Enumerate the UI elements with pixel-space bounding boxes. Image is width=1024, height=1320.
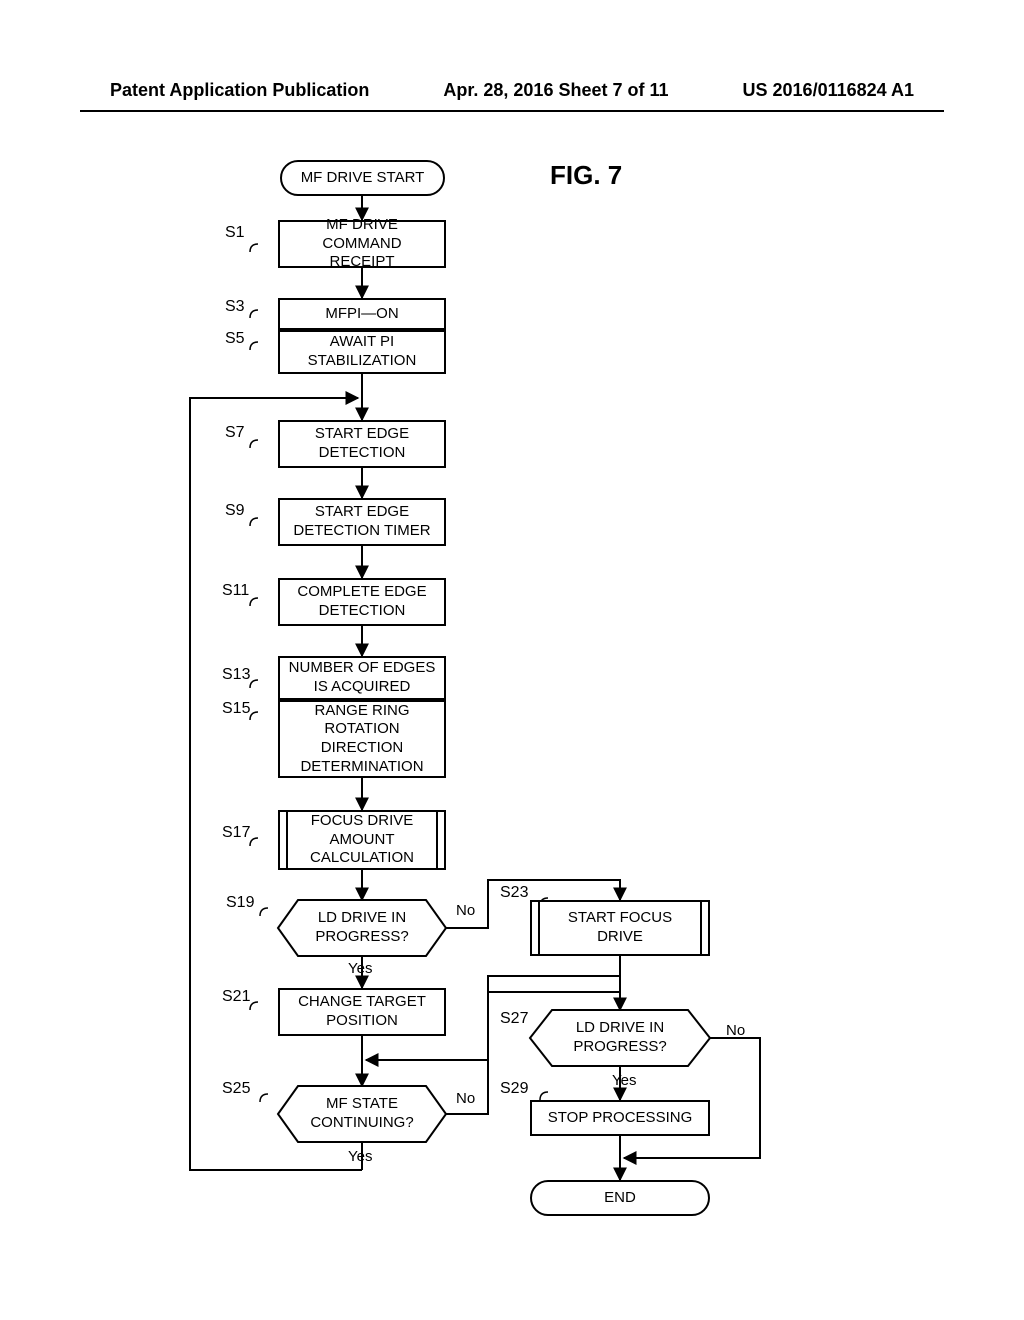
figure-title: FIG. 7 — [550, 160, 622, 191]
start-label: MF DRIVE START — [301, 169, 425, 188]
header-right: US 2016/0116824 A1 — [743, 80, 914, 101]
s27-text: LD DRIVE IN PROGRESS? — [530, 1019, 710, 1057]
header-left: Patent Application Publication — [110, 80, 369, 101]
process-s3: MFPI—ON — [278, 298, 446, 330]
process-s21: CHANGE TARGET POSITION — [278, 988, 446, 1036]
process-s13: NUMBER OF EDGES IS ACQUIRED — [278, 656, 446, 700]
label-s5: S5 — [225, 330, 245, 348]
label-s11: S11 — [222, 582, 249, 600]
s23-text: START FOCUS DRIVE — [548, 909, 692, 947]
s3-text: MFPI—ON — [325, 305, 398, 324]
edge-label-s27-no: No — [726, 1022, 745, 1039]
label-s9: S9 — [225, 502, 245, 520]
s15-text: RANGE RING ROTATION DIRECTION DETERMINAT… — [288, 702, 436, 777]
edge-label-s19-no: No — [456, 902, 475, 919]
process-s1: MF DRIVE COMMAND RECEIPT — [278, 220, 446, 268]
subprocess-s23: START FOCUS DRIVE — [530, 900, 710, 956]
process-s11: COMPLETE EDGE DETECTION — [278, 578, 446, 626]
label-s23: S23 — [500, 884, 528, 902]
s5-text: AWAIT PI STABILIZATION — [288, 333, 436, 371]
process-s7: START EDGE DETECTION — [278, 420, 446, 468]
flowchart-connectors — [0, 0, 1024, 1320]
label-s7: S7 — [225, 424, 245, 442]
subprocess-s17: FOCUS DRIVE AMOUNT CALCULATION — [278, 810, 446, 870]
label-s1: S1 — [225, 224, 245, 242]
label-s19: S19 — [226, 894, 254, 912]
label-s25: S25 — [222, 1080, 250, 1098]
s13-text: NUMBER OF EDGES IS ACQUIRED — [288, 659, 436, 697]
label-s17: S17 — [222, 824, 250, 842]
page-header: Patent Application Publication Apr. 28, … — [0, 80, 1024, 101]
s21-text: CHANGE TARGET POSITION — [288, 993, 436, 1031]
s25-text: MF STATE CONTINUING? — [278, 1095, 446, 1133]
edge-label-s27-yes: Yes — [612, 1072, 636, 1089]
edge-label-s25-yes: Yes — [348, 1148, 372, 1165]
label-s21: S21 — [222, 988, 250, 1006]
label-s13: S13 — [222, 666, 250, 684]
end-label: END — [604, 1189, 636, 1208]
edge-label-s19-yes: Yes — [348, 960, 372, 977]
s19-text: LD DRIVE IN PROGRESS? — [278, 909, 446, 947]
s17-text: FOCUS DRIVE AMOUNT CALCULATION — [296, 812, 428, 868]
s11-text: COMPLETE EDGE DETECTION — [288, 583, 436, 621]
header-center: Apr. 28, 2016 Sheet 7 of 11 — [443, 80, 668, 101]
s7-text: START EDGE DETECTION — [288, 425, 436, 463]
label-s3: S3 — [225, 298, 245, 316]
s29-text: STOP PROCESSING — [548, 1109, 693, 1128]
s9-text: START EDGE DETECTION TIMER — [288, 503, 436, 541]
header-rule — [80, 110, 944, 112]
decision-s25: MF STATE CONTINUING? — [278, 1086, 446, 1142]
process-s5: AWAIT PI STABILIZATION — [278, 330, 446, 374]
terminator-start: MF DRIVE START — [280, 160, 445, 196]
process-s29: STOP PROCESSING — [530, 1100, 710, 1136]
label-s27: S27 — [500, 1010, 528, 1028]
terminator-end: END — [530, 1180, 710, 1216]
s1-text: MF DRIVE COMMAND RECEIPT — [288, 216, 436, 272]
label-s29: S29 — [500, 1080, 528, 1098]
process-s9: START EDGE DETECTION TIMER — [278, 498, 446, 546]
decision-s27: LD DRIVE IN PROGRESS? — [530, 1010, 710, 1066]
label-s15: S15 — [222, 700, 250, 718]
edge-label-s25-no: No — [456, 1090, 475, 1107]
decision-s19: LD DRIVE IN PROGRESS? — [278, 900, 446, 956]
process-s15: RANGE RING ROTATION DIRECTION DETERMINAT… — [278, 700, 446, 778]
